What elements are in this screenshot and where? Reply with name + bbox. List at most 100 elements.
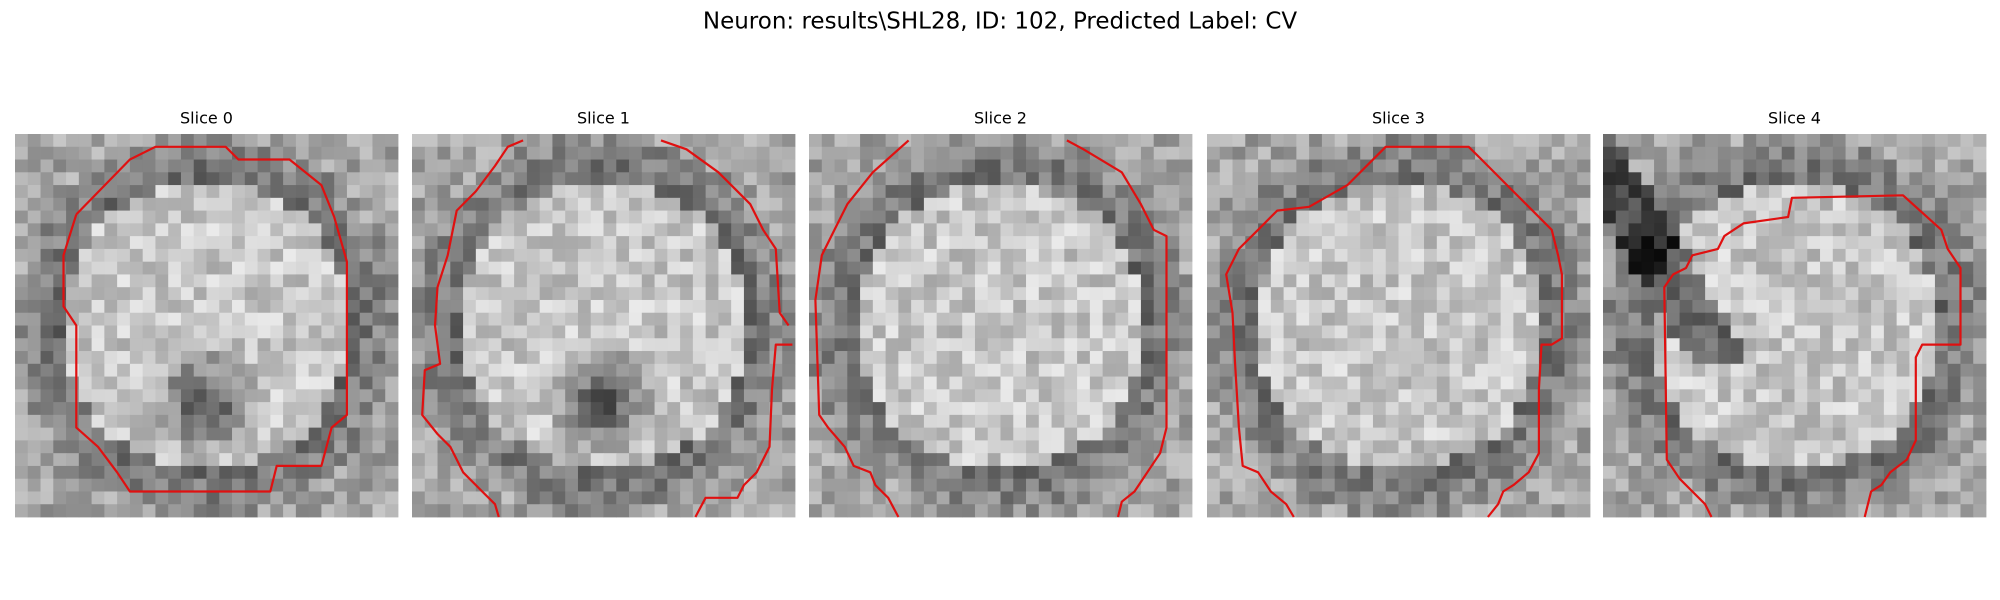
pixel <box>949 159 963 173</box>
pixel <box>949 210 963 224</box>
pixel <box>1883 351 1898 365</box>
pixel <box>1089 453 1104 467</box>
pixel <box>1449 248 1463 263</box>
pixel <box>539 274 553 288</box>
pixel <box>962 325 976 339</box>
pixel <box>78 376 92 390</box>
pixel <box>1207 427 1221 441</box>
pixel <box>1258 287 1272 301</box>
pixel <box>552 325 566 339</box>
pixel <box>1102 453 1116 467</box>
pixel <box>232 248 246 263</box>
pixel <box>756 312 770 326</box>
pixel <box>565 248 579 263</box>
pixel <box>809 223 823 237</box>
pixel <box>1179 363 1193 377</box>
pixel <box>488 223 502 237</box>
pixel <box>1077 363 1091 377</box>
pixel <box>66 465 80 480</box>
pixel <box>385 351 399 365</box>
pixel <box>359 478 373 492</box>
pixel <box>987 389 1001 403</box>
pixel <box>117 312 131 326</box>
pixel <box>27 248 41 263</box>
pixel <box>1500 363 1514 377</box>
pixel <box>1692 465 1706 480</box>
pixel <box>1781 274 1795 288</box>
pixel <box>1026 440 1040 454</box>
pixel <box>987 402 1001 416</box>
pixel <box>1654 197 1668 211</box>
pixel <box>1500 389 1514 403</box>
pixel <box>424 414 438 429</box>
pixel <box>1487 248 1502 263</box>
pixel <box>193 427 207 441</box>
pixel <box>1051 427 1065 441</box>
pixel <box>359 299 373 314</box>
pixel <box>1896 248 1910 263</box>
pixel <box>834 440 848 454</box>
pixel <box>1232 440 1246 454</box>
pixel <box>629 351 643 365</box>
pixel <box>193 274 207 288</box>
pixel <box>1832 146 1846 160</box>
pixel <box>27 491 41 505</box>
pixel <box>1743 491 1757 505</box>
pixel <box>1115 210 1129 224</box>
pixel <box>1051 261 1065 275</box>
pixel <box>1922 414 1936 429</box>
pixel <box>1896 453 1910 467</box>
pixel <box>577 465 592 480</box>
pixel <box>1705 402 1719 416</box>
pixel <box>1347 504 1361 518</box>
pixel <box>1666 134 1680 148</box>
pixel <box>1807 363 1821 377</box>
pixel <box>1475 478 1489 492</box>
pixel <box>629 504 643 518</box>
pixel <box>1628 236 1642 250</box>
pixel <box>1360 223 1374 237</box>
pixel <box>1883 299 1898 314</box>
pixel <box>488 261 502 275</box>
pixel <box>295 223 310 237</box>
pixel <box>1603 172 1617 186</box>
pixel <box>1832 325 1846 339</box>
pixel <box>1013 299 1027 314</box>
pixel <box>821 261 835 275</box>
pixel <box>129 185 144 199</box>
pixel <box>552 351 566 365</box>
pixel <box>270 402 284 416</box>
pixel <box>1526 172 1540 186</box>
pixel <box>1781 236 1795 250</box>
pixel <box>769 491 783 505</box>
pixel <box>923 440 938 454</box>
pixel <box>346 376 361 390</box>
pixel <box>1398 185 1412 199</box>
pixel <box>1360 453 1374 467</box>
pixel <box>769 427 783 441</box>
pixel <box>1334 197 1348 211</box>
pixel <box>1462 504 1476 518</box>
pixel <box>860 210 874 224</box>
pixel <box>1743 274 1757 288</box>
pixel <box>1475 376 1489 390</box>
pixel <box>1270 274 1284 288</box>
pixel <box>1666 236 1680 250</box>
pixel <box>1934 440 1949 454</box>
pixel <box>1538 185 1553 199</box>
pixel <box>756 197 770 211</box>
pixel <box>1487 287 1502 301</box>
pixel <box>1153 287 1167 301</box>
pixel <box>872 351 886 365</box>
pixel <box>654 504 668 518</box>
pixel <box>1245 453 1259 467</box>
pixel <box>1947 376 1961 390</box>
pixel <box>1500 261 1514 275</box>
pixel <box>1436 312 1450 326</box>
pixel <box>667 414 681 429</box>
pixel <box>219 338 233 352</box>
pixel <box>821 274 835 288</box>
pixel <box>718 185 732 199</box>
pixel <box>1115 440 1129 454</box>
pixel <box>680 504 694 518</box>
